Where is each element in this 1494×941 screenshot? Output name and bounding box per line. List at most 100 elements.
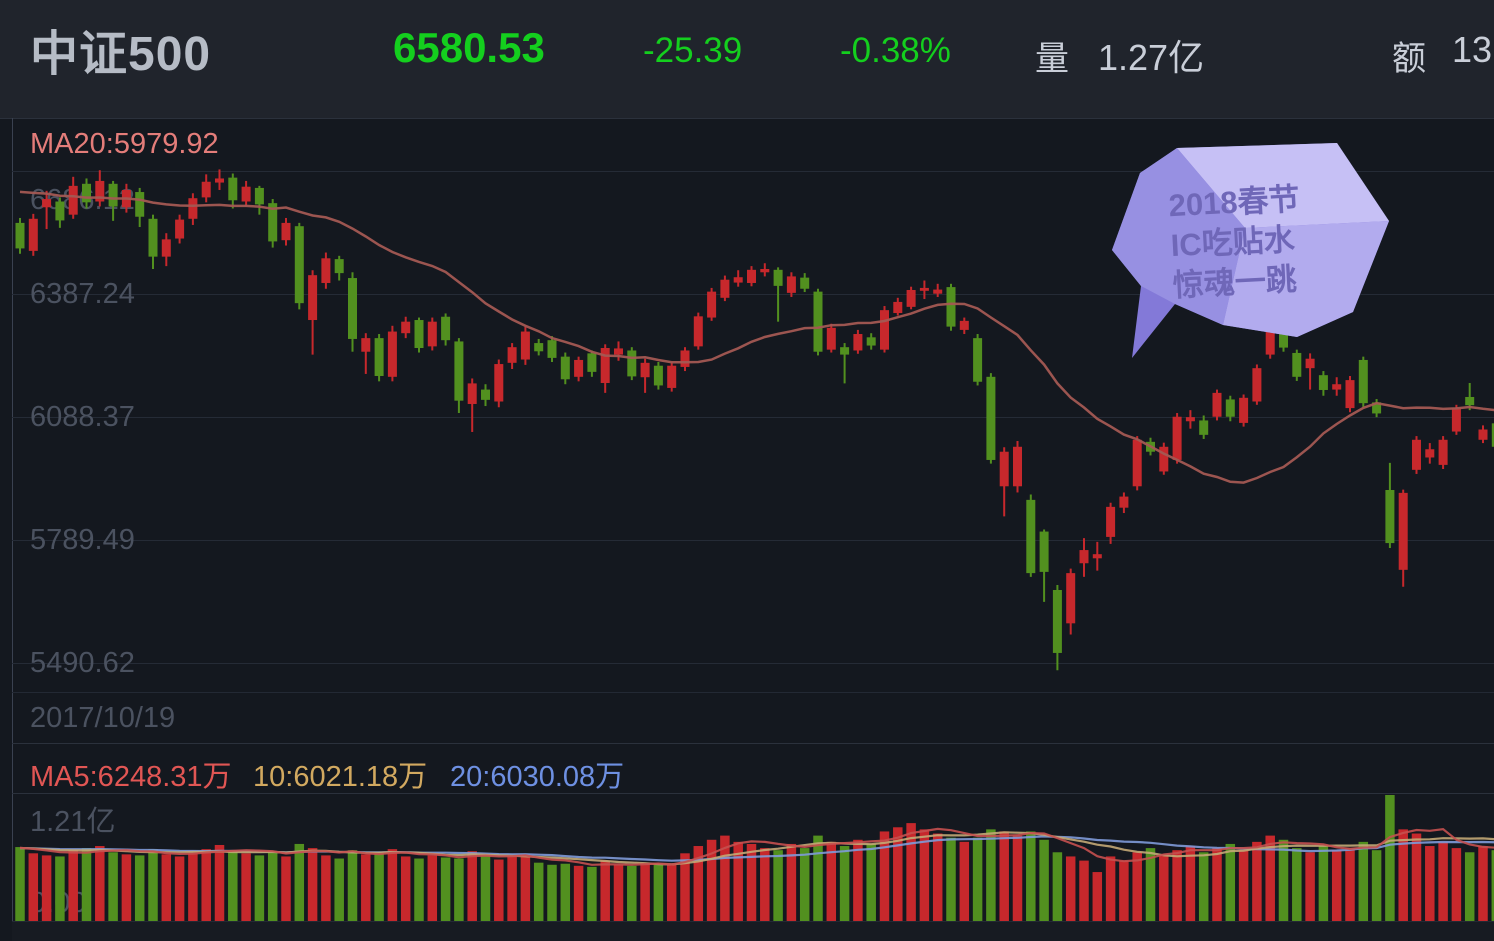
- candle: [1451, 408, 1461, 432]
- candle: [1185, 417, 1195, 422]
- volume-bar: [148, 849, 158, 921]
- candle: [108, 183, 118, 207]
- volume-bar: [1411, 833, 1422, 921]
- candle: [42, 199, 52, 208]
- volume-bar: [294, 843, 305, 921]
- volume-bar: [573, 865, 584, 921]
- candle: [946, 287, 956, 327]
- candle: [1398, 492, 1408, 570]
- volume-bar: [1052, 852, 1063, 921]
- volume-bar: [733, 841, 743, 921]
- volume-bar: [81, 848, 92, 921]
- volume-bar: [533, 862, 544, 921]
- candle: [427, 321, 437, 347]
- candle: [1292, 352, 1302, 377]
- candle: [1372, 402, 1382, 414]
- candle: [534, 343, 544, 352]
- candle: [82, 183, 91, 203]
- candle: [161, 239, 171, 257]
- candle: [813, 291, 823, 352]
- volume-bar: [1278, 839, 1289, 921]
- volume-bar: [241, 853, 251, 921]
- volume-bar: [640, 862, 650, 921]
- candle: [1252, 368, 1262, 402]
- candle: [1013, 446, 1022, 487]
- candle: [1106, 506, 1116, 537]
- candle: [547, 340, 557, 358]
- volume-bar: [932, 833, 943, 921]
- candle: [973, 338, 983, 382]
- annotation-bubble[interactable]: 2018春节 IC吃贴水 惊魂一跳: [1105, 138, 1397, 368]
- candle: [1465, 396, 1475, 406]
- candle: [507, 347, 517, 363]
- volume-bar: [773, 850, 783, 921]
- candle: [800, 277, 810, 289]
- candle: [1265, 331, 1275, 355]
- candle: [627, 350, 637, 377]
- volume-pane[interactable]: 1.21亿 0.00: [12, 793, 1494, 922]
- volume-bar: [440, 857, 451, 921]
- price-axis-label: 6088.37: [30, 401, 135, 433]
- volume-bar: [1292, 848, 1302, 921]
- candle: [840, 347, 850, 355]
- volume-bar: [1398, 829, 1408, 921]
- candle: [281, 222, 291, 241]
- candle: [1092, 554, 1102, 559]
- volume-bar: [68, 850, 78, 921]
- bubble-facet-left: [1112, 148, 1245, 325]
- price-pane[interactable]: MA20:5979.92 6686.126387.246088.375789.4…: [12, 120, 1494, 692]
- candle: [919, 287, 929, 291]
- candle: [1052, 589, 1062, 653]
- price-change: -25.39: [643, 31, 743, 70]
- price-gridline: [12, 294, 1494, 295]
- candle: [228, 177, 238, 201]
- candle: [560, 356, 570, 380]
- candle: [653, 365, 663, 386]
- volume-bar: [600, 860, 610, 921]
- volume-ma10-line: [19, 831, 1494, 866]
- candle: [587, 353, 597, 372]
- volume-bar: [1318, 846, 1329, 921]
- volume-bar: [1172, 850, 1182, 921]
- volume-bar: [1132, 852, 1142, 921]
- price-gridline: [12, 663, 1494, 664]
- volume-bar: [946, 837, 956, 921]
- candle: [1066, 573, 1076, 624]
- volume-bar: [507, 856, 517, 921]
- volume-bar: [1478, 846, 1488, 921]
- candle: [361, 338, 371, 352]
- volume-bar: [653, 863, 664, 921]
- volume-bar: [1092, 872, 1103, 921]
- volume-bar: [706, 839, 717, 921]
- candle: [773, 269, 783, 286]
- candle: [68, 185, 78, 215]
- volume-bar: [919, 829, 930, 921]
- candle: [454, 341, 464, 401]
- price-gridline: [12, 417, 1494, 418]
- candle: [1159, 446, 1169, 472]
- volume-bar: [680, 853, 690, 921]
- candle: [95, 180, 105, 202]
- candle: [574, 359, 584, 377]
- candle: [294, 226, 304, 304]
- volume-bar: [1026, 831, 1036, 921]
- price-gridline: [12, 171, 1494, 172]
- candle: [188, 198, 198, 219]
- volume-bar: [613, 864, 624, 921]
- volume-bar: [1145, 848, 1156, 921]
- volume-bar: [1438, 841, 1448, 921]
- volume-bar: [1119, 860, 1129, 921]
- bottom-axis-strip: [12, 921, 1494, 941]
- ma20-legend: MA20:5979.92: [30, 128, 219, 160]
- candle: [693, 316, 703, 347]
- price-chart-canvas[interactable]: [12, 120, 1494, 692]
- volume-bar: [1345, 848, 1355, 921]
- volume-bar: [853, 839, 863, 921]
- volume-bar: [334, 858, 344, 921]
- quote-header: 中证500 6580.53 -25.39 -0.38% 量 1.27亿 额 13: [0, 0, 1494, 119]
- candle: [1385, 489, 1395, 544]
- volume-bar: [906, 823, 916, 921]
- volume-legend-row: MA5:6248.31万 10:6021.18万 20:6030.08万: [12, 743, 1494, 793]
- volume-chart-canvas[interactable]: [12, 794, 1494, 922]
